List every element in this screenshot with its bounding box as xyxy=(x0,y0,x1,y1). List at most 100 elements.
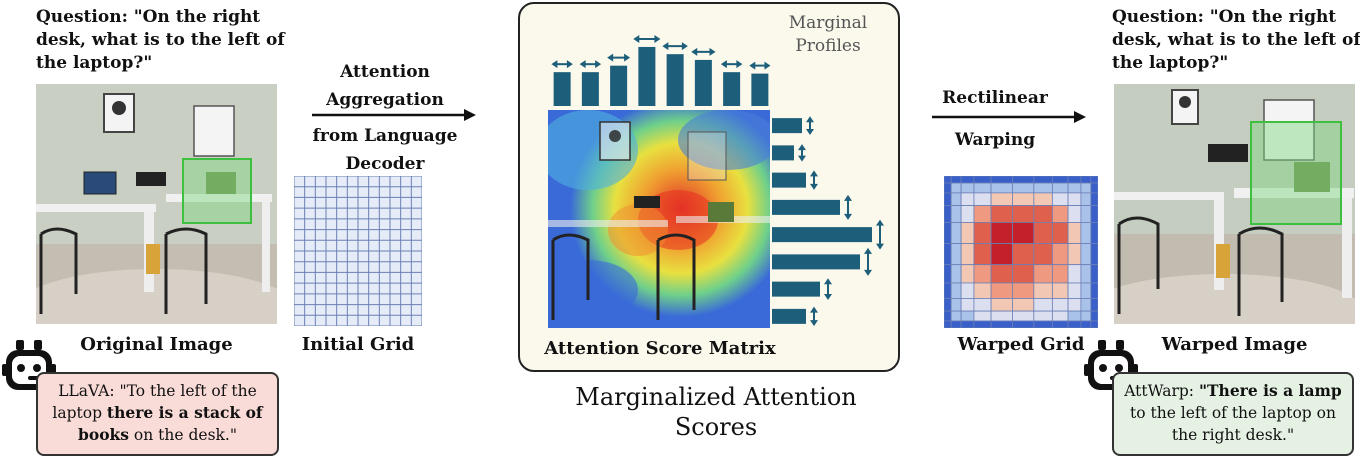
warped-grid-cell xyxy=(943,205,952,223)
warped-grid-cell xyxy=(1080,243,1092,266)
right-answer-prefix: AttWarp: xyxy=(1124,382,1199,400)
warped-grid-cell xyxy=(973,264,992,284)
caption-line-1: Marginalized Attention xyxy=(575,383,857,411)
warped-grid-label: Warped Grid xyxy=(957,334,1085,355)
warped-grid-cell xyxy=(1080,320,1092,329)
warped-grid-cell xyxy=(990,298,1013,312)
warped-grid-cell xyxy=(1090,282,1099,299)
resize-arrow-icon xyxy=(810,306,818,327)
warped-grid-cell xyxy=(1033,282,1053,299)
resize-arrow-icon xyxy=(662,42,688,51)
warped-grid-cell xyxy=(1012,298,1035,312)
warped-grid-cell xyxy=(943,192,952,206)
right-profile-bar xyxy=(772,118,802,134)
right-question: Question: "On the right desk, what is to… xyxy=(1112,7,1360,73)
warped-grid-cell xyxy=(960,182,975,194)
warped-grid-cell xyxy=(950,320,962,329)
arrow-1-bottom-text: from Language Decoder xyxy=(300,122,470,178)
warped-grid-cell xyxy=(1033,298,1053,312)
warped-grid-cell xyxy=(1033,182,1053,194)
warped-grid-cell xyxy=(960,175,975,184)
warped-grid-cell xyxy=(990,310,1013,322)
right-answer-bubble: AttWarp: "There is a lamp to the left of… xyxy=(1112,372,1354,456)
warped-grid-cell xyxy=(990,264,1013,284)
warped-grid-cell xyxy=(943,175,952,184)
warped-grid-cell xyxy=(1012,320,1035,329)
right-answer-plain: to the left of the laptop on the right d… xyxy=(1130,404,1336,444)
warped-grid-cell xyxy=(1067,175,1082,184)
warped-grid-cell xyxy=(1051,205,1069,223)
right-marginal-profile xyxy=(772,116,884,327)
warped-grid-cell xyxy=(950,175,962,184)
warped-grid-cell xyxy=(943,310,952,322)
warped-grid-cell xyxy=(973,320,992,329)
original-image-label: Original Image xyxy=(80,334,233,355)
attention-score-matrix-label: Attention Score Matrix xyxy=(544,338,776,359)
marginal-profiles-label: Marginal Profiles xyxy=(780,12,876,58)
warped-grid-cell xyxy=(1067,264,1082,284)
resize-arrow-icon xyxy=(749,61,771,70)
warped-grid-cell xyxy=(973,282,992,299)
warped-grid-cell xyxy=(990,282,1013,299)
warped-grid-cell xyxy=(973,310,992,322)
top-marginal-profile xyxy=(551,34,771,106)
caption-line-2: Scores xyxy=(674,413,758,441)
warped-grid-cell xyxy=(1080,282,1092,299)
warped-grid-cell xyxy=(1051,310,1069,322)
warped-grid-cell xyxy=(1033,243,1053,266)
warped-grid-cell xyxy=(1080,175,1092,184)
warped-grid-cell xyxy=(1012,175,1035,184)
warped-grid-cell xyxy=(1067,205,1082,223)
left-answer-bubble: LLaVA: "To the left of the laptop there … xyxy=(36,372,279,456)
warped-grid-cell xyxy=(1067,310,1082,322)
arrow-1 xyxy=(312,109,476,121)
warped-grid-cell xyxy=(1012,243,1035,266)
warped-grid-cell xyxy=(1033,222,1053,244)
resize-arrow-icon xyxy=(579,60,602,69)
arrow-1-line-3: from Language xyxy=(312,126,458,146)
warped-grid-cell xyxy=(1051,222,1069,244)
warped-grid-cell xyxy=(1051,282,1069,299)
warped-grid-cell xyxy=(990,175,1013,184)
resize-arrow-icon xyxy=(844,194,852,220)
warped-grid-cell xyxy=(1080,222,1092,244)
warped-grid-cell xyxy=(1090,264,1099,284)
marginal-label-line-2: Profiles xyxy=(795,36,861,56)
right-profile-bar xyxy=(772,308,806,324)
warped-grid-cell xyxy=(960,192,975,206)
warped-grid-cell xyxy=(1067,243,1082,266)
attention-score-matrix xyxy=(548,110,770,328)
warped-grid-cell xyxy=(960,243,975,266)
warped-grid-cell xyxy=(1080,182,1092,194)
warped-grid-cell xyxy=(1080,205,1092,223)
resize-arrow-icon xyxy=(824,278,832,300)
warped-grid-cell xyxy=(943,298,952,312)
initial-grid xyxy=(293,175,423,327)
warped-grid-cell xyxy=(943,264,952,284)
arrow-1-line-2: Aggregation xyxy=(326,90,444,110)
left-answer-bold: there is a stack of books xyxy=(78,403,263,444)
resize-arrow-icon xyxy=(810,170,818,190)
arrow-1-line-1: Attention xyxy=(340,62,430,82)
warped-grid-cell xyxy=(960,298,975,312)
right-profile-bar xyxy=(772,281,820,297)
warped-grid-cell xyxy=(1067,192,1082,206)
warped-grid-cell xyxy=(973,222,992,244)
warped-grid-cell xyxy=(1051,264,1069,284)
warped-grid-cell xyxy=(990,320,1013,329)
warped-grid-cell xyxy=(943,282,952,299)
warped-grid-cell xyxy=(950,264,962,284)
top-profile-bar xyxy=(553,72,571,106)
arrow-1-line-4: Decoder xyxy=(345,154,425,174)
warped-grid-cell xyxy=(990,182,1013,194)
warped-grid-cell xyxy=(1033,205,1053,223)
right-profile-bar xyxy=(772,172,806,188)
resize-arrow-icon xyxy=(806,116,814,136)
warped-grid-cell xyxy=(990,243,1013,266)
arrow-2-top-text: Rectilinear xyxy=(942,88,1048,108)
warped-grid-cell xyxy=(1067,320,1082,329)
warped-grid-cell xyxy=(1012,310,1035,322)
warped-grid-cell xyxy=(960,205,975,223)
warped-grid-cell xyxy=(943,243,952,266)
warped-grid-cell xyxy=(1012,205,1035,223)
